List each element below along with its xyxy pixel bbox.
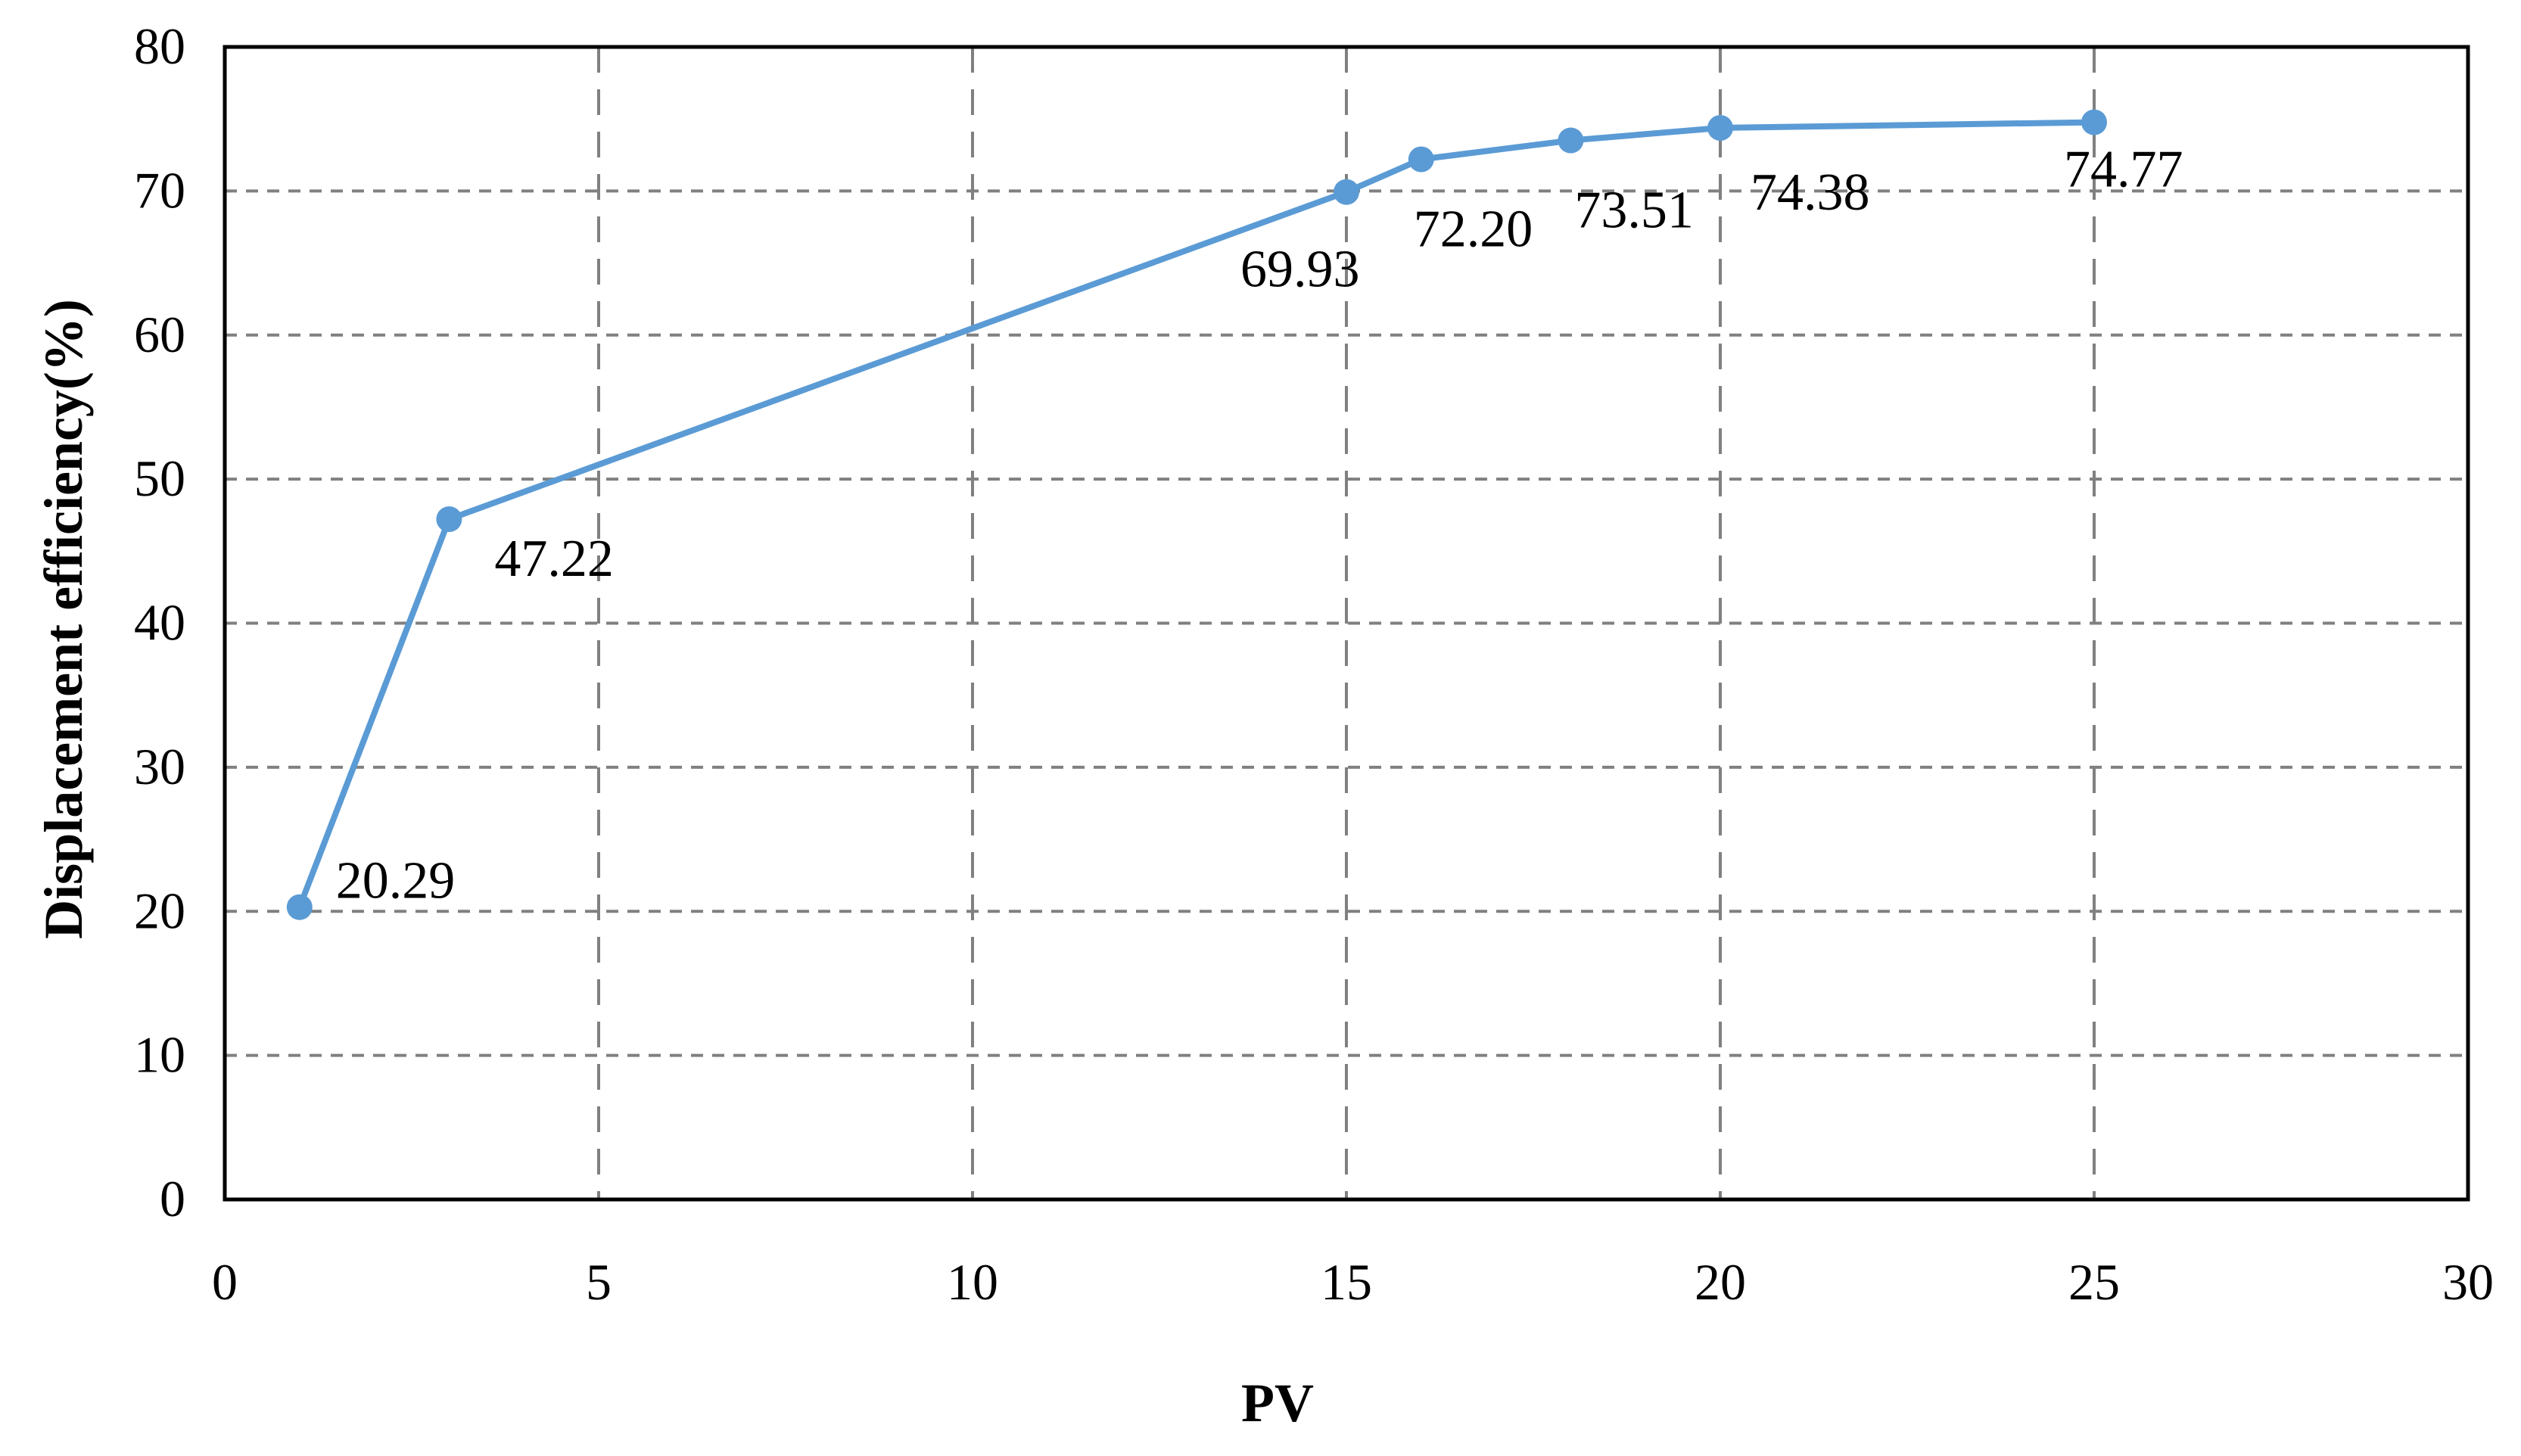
x-axis-title: PV (1241, 1373, 1314, 1433)
data-label: 20.29 (336, 852, 456, 910)
data-point-marker (1707, 114, 1733, 141)
x-tick-label: 20 (1695, 1253, 1746, 1311)
y-tick-label: 70 (134, 161, 185, 219)
x-tick-label: 30 (2442, 1253, 2494, 1311)
data-labels: 20.29 47.22 69.93 72.20 73.51 74.38 74.77 (336, 141, 2183, 910)
data-label: 69.93 (1240, 241, 1360, 299)
data-label: 74.77 (2064, 141, 2183, 199)
x-tick-label: 25 (2068, 1253, 2120, 1311)
y-tick-label: 30 (134, 738, 185, 795)
x-tick-label: 10 (947, 1253, 998, 1311)
y-axis-tick-labels: 0 10 20 30 40 50 60 70 80 (134, 17, 185, 1227)
data-label: 72.20 (1414, 200, 1533, 258)
plot-area-frame (223, 45, 2470, 1202)
x-tick-label: 5 (586, 1253, 612, 1311)
y-axis-title: Displacement efficiency(%) (33, 299, 94, 939)
data-point-marker (286, 894, 313, 920)
data-point-marker (1334, 179, 1359, 205)
y-tick-label: 40 (134, 594, 185, 652)
data-point-marker (2081, 109, 2107, 135)
series-markers (286, 109, 2107, 920)
data-point-marker (1558, 127, 1584, 154)
x-tick-label: 15 (1321, 1253, 1372, 1311)
x-tick-label: 0 (212, 1253, 238, 1311)
gridlines (225, 47, 2468, 1199)
x-axis-tick-labels: 0 5 10 15 20 25 30 (212, 1253, 2494, 1311)
y-tick-label: 0 (160, 1170, 185, 1227)
y-tick-label: 60 (134, 306, 185, 363)
y-tick-label: 10 (134, 1026, 185, 1084)
data-label: 73.51 (1574, 182, 1694, 240)
data-point-marker (1408, 146, 1434, 173)
y-tick-label: 20 (134, 882, 185, 939)
y-tick-label: 80 (134, 17, 185, 75)
data-point-marker (436, 506, 462, 533)
data-label: 47.22 (494, 530, 614, 588)
data-label: 74.38 (1751, 163, 1870, 222)
y-tick-label: 50 (134, 450, 185, 507)
